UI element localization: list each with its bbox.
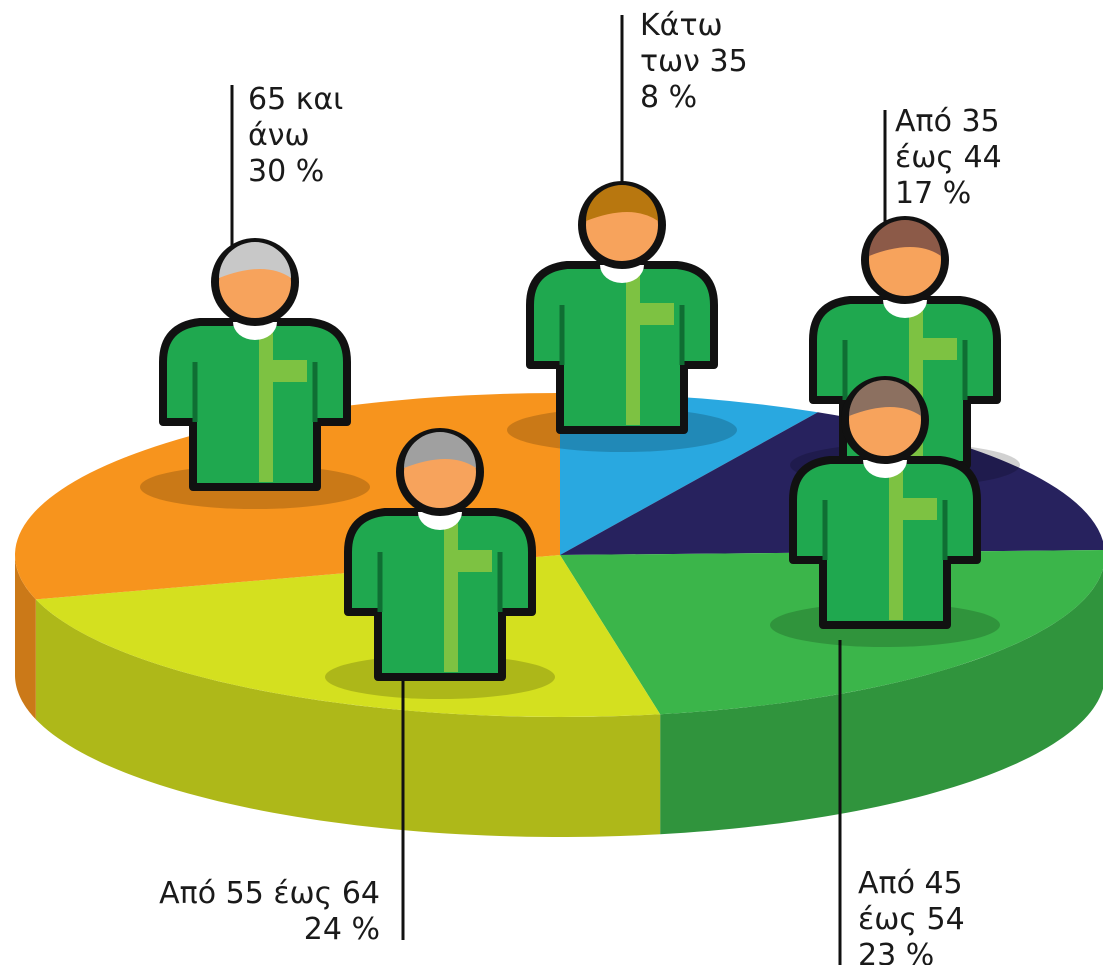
value-label: 17 % [895,176,972,211]
slice-label: Από 55 έως 64 24 % [20,876,380,948]
stripe [626,273,640,425]
hair [586,185,658,221]
pocket [273,360,307,382]
collar [883,300,927,318]
stripe [889,468,903,620]
slice-side [660,568,1103,835]
category-label: Από 35 έως 44 [895,104,1002,175]
pocket [903,498,937,520]
shirt [526,261,718,434]
collar [863,460,907,478]
value-label: 24 % [303,912,380,947]
slice-side [15,555,36,720]
person-icon [770,376,1000,647]
pocket [640,303,674,325]
category-label: 65 και άνω [248,82,344,153]
collar [233,322,277,340]
slice-label: 65 και άνω 30 % [248,82,388,190]
slice-label: Από 35 έως 44 17 % [895,104,1045,212]
value-label: 30 % [248,154,325,189]
shirt [789,456,981,629]
hair [404,432,476,468]
slice-label: Κάτω των 35 8 % [640,8,780,116]
stripe [259,330,273,482]
slice-side [35,599,661,837]
shirt [159,318,351,491]
category-label: Από 55 έως 64 [159,876,380,911]
collar [418,512,462,530]
value-label: 8 % [640,80,698,115]
value-label: 23 % [858,938,935,965]
person-icon [140,238,370,509]
pocket [923,338,957,360]
hair [849,380,921,416]
person-icon [325,428,555,699]
category-label: Κάτω των 35 [640,8,748,79]
category-label: Από 45 έως 54 [858,866,965,937]
collar [600,265,644,283]
person-icon [507,181,737,452]
slice-label: Από 45 έως 54 23 % [858,866,1008,965]
shirt [344,508,536,681]
hair [219,242,291,278]
slice [560,550,1103,715]
stripe [444,520,458,672]
hair [869,220,941,256]
pocket [458,550,492,572]
